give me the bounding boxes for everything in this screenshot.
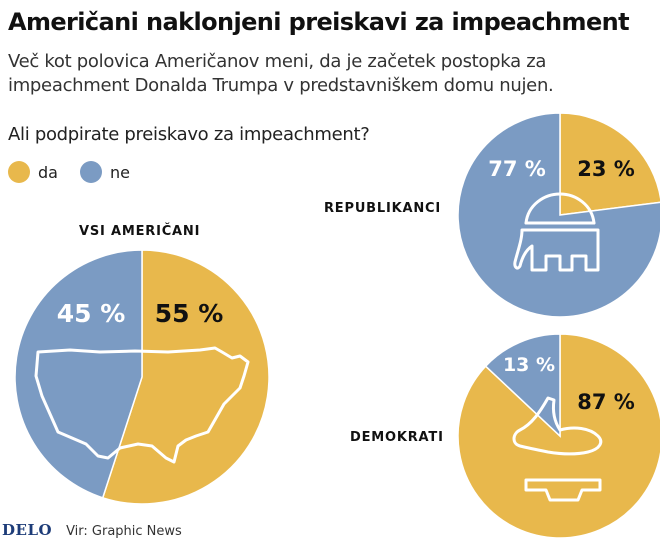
chart-title: Američani naklonjeni preiskavi za impeac… [8, 8, 630, 36]
pct-label-rep-da: 23 % [577, 157, 635, 181]
usa-map-icon [34, 346, 250, 464]
legend-item-ne: ne [79, 161, 130, 183]
pie-republicans [457, 112, 660, 318]
pie-democrats [457, 333, 660, 539]
pie-slice-rep-da [559, 112, 660, 216]
legend-item-da: da [8, 161, 58, 183]
chart-subtitle: Več kot polovica Američanov meni, da je … [8, 51, 554, 96]
pct-label-dem-ne: 13 % [503, 354, 555, 376]
pie-slice-all-da [101, 249, 270, 505]
donkey-icon [512, 396, 603, 502]
elephant-icon [513, 192, 600, 272]
legend-label-ne: ne [109, 162, 130, 182]
pie-title-democrats: DEMOKRATI [350, 430, 444, 445]
pie-slice-rep-ne [457, 112, 660, 318]
pie-slice-all-ne [14, 249, 143, 499]
source-note: Vir: Graphic News [66, 524, 182, 539]
legend-label-da: da [38, 162, 58, 182]
brand-logo: DELO [2, 521, 53, 539]
legend: da ne [8, 161, 152, 183]
pct-label-rep-ne: 77 % [488, 157, 546, 181]
pct-label-all-ne: 45 % [57, 299, 126, 328]
survey-question: Ali podpirate preiskavo za impeachment? [8, 124, 370, 145]
pie-all-americans [14, 249, 270, 505]
footer: DELO Vir: Graphic News [0, 521, 182, 539]
pie-title-all: VSI AMERIČANI [79, 224, 201, 239]
pct-label-all-da: 55 % [155, 299, 224, 328]
legend-swatch-da [8, 161, 30, 183]
pct-label-dem-da: 87 % [577, 390, 635, 414]
legend-swatch-ne [79, 161, 102, 183]
pie-title-republicans: REPUBLIKANCI [324, 201, 441, 216]
